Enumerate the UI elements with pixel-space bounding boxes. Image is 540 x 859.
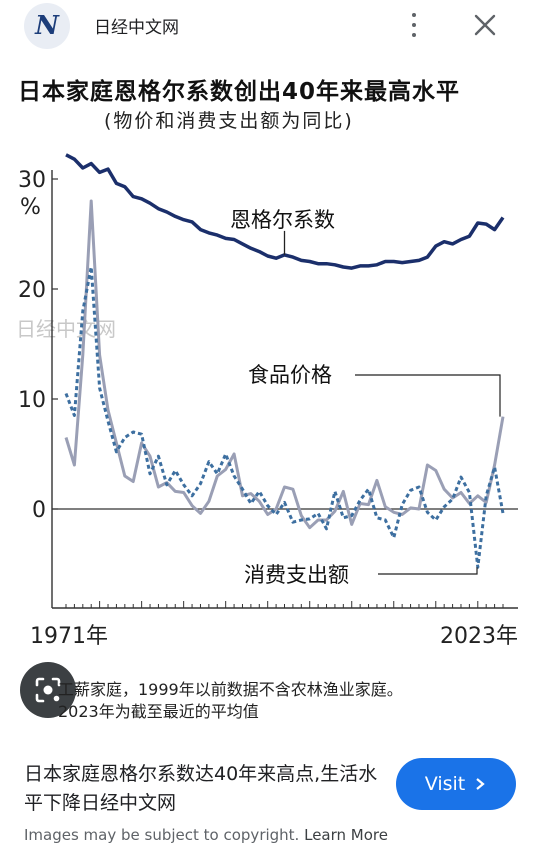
figure-title: 日本家庭恩格尔系数创出40年来最高水平 bbox=[18, 79, 461, 105]
close-icon[interactable] bbox=[470, 10, 500, 40]
watermark: 日经中文网 bbox=[16, 317, 116, 341]
y-unit-label: % bbox=[20, 195, 41, 220]
series-line-spending bbox=[64, 265, 505, 569]
figure-note-line2: 2023年为截至最近的平均值 bbox=[58, 702, 259, 721]
series-label-spending: 消费支出额 bbox=[244, 563, 349, 587]
x-tick-label-start: 1971年 bbox=[30, 624, 108, 649]
site-name[interactable]: 日经中文网 bbox=[94, 18, 179, 38]
series-line-food-price bbox=[64, 199, 505, 530]
more-vert-icon[interactable] bbox=[404, 10, 424, 40]
y-tick-label: 20 bbox=[18, 278, 46, 303]
copyright-notice: Images may be subject to copyright. Lear… bbox=[24, 826, 388, 844]
site-logo-letter: N bbox=[35, 11, 59, 41]
leader-line-spending bbox=[378, 567, 478, 575]
visit-button[interactable]: Visit bbox=[396, 758, 516, 810]
y-tick-label: 0 bbox=[32, 498, 46, 523]
series-label-food: 食品价格 bbox=[248, 363, 332, 387]
series-label-engel: 恩格尔系数 bbox=[230, 208, 335, 232]
result-caption[interactable]: 日本家庭恩格尔系数达40年来高点,生活水平下降日经中文网 bbox=[24, 763, 378, 814]
copyright-text: Images may be subject to copyright. bbox=[24, 826, 300, 844]
top-bar: N 日经中文网 bbox=[0, 0, 540, 52]
figure-subtitle: (物价和消费支出额为同比) bbox=[104, 110, 354, 132]
image-preview[interactable] bbox=[12, 54, 530, 730]
leader-line-food bbox=[355, 374, 501, 417]
figure-note-line1: 工薪家庭，1999年以前数据不含农林渔业家庭。 bbox=[58, 680, 403, 699]
chevron-right-icon bbox=[476, 778, 485, 790]
learn-more-link[interactable]: Learn More bbox=[304, 826, 388, 844]
y-tick-label: 30 bbox=[18, 168, 46, 193]
site-logo[interactable]: N bbox=[24, 3, 70, 49]
x-tick-label-end: 2023年 bbox=[440, 624, 518, 649]
google-lens-icon[interactable] bbox=[20, 662, 76, 718]
visit-button-label: Visit bbox=[424, 773, 466, 795]
y-tick-label: 10 bbox=[18, 388, 46, 413]
